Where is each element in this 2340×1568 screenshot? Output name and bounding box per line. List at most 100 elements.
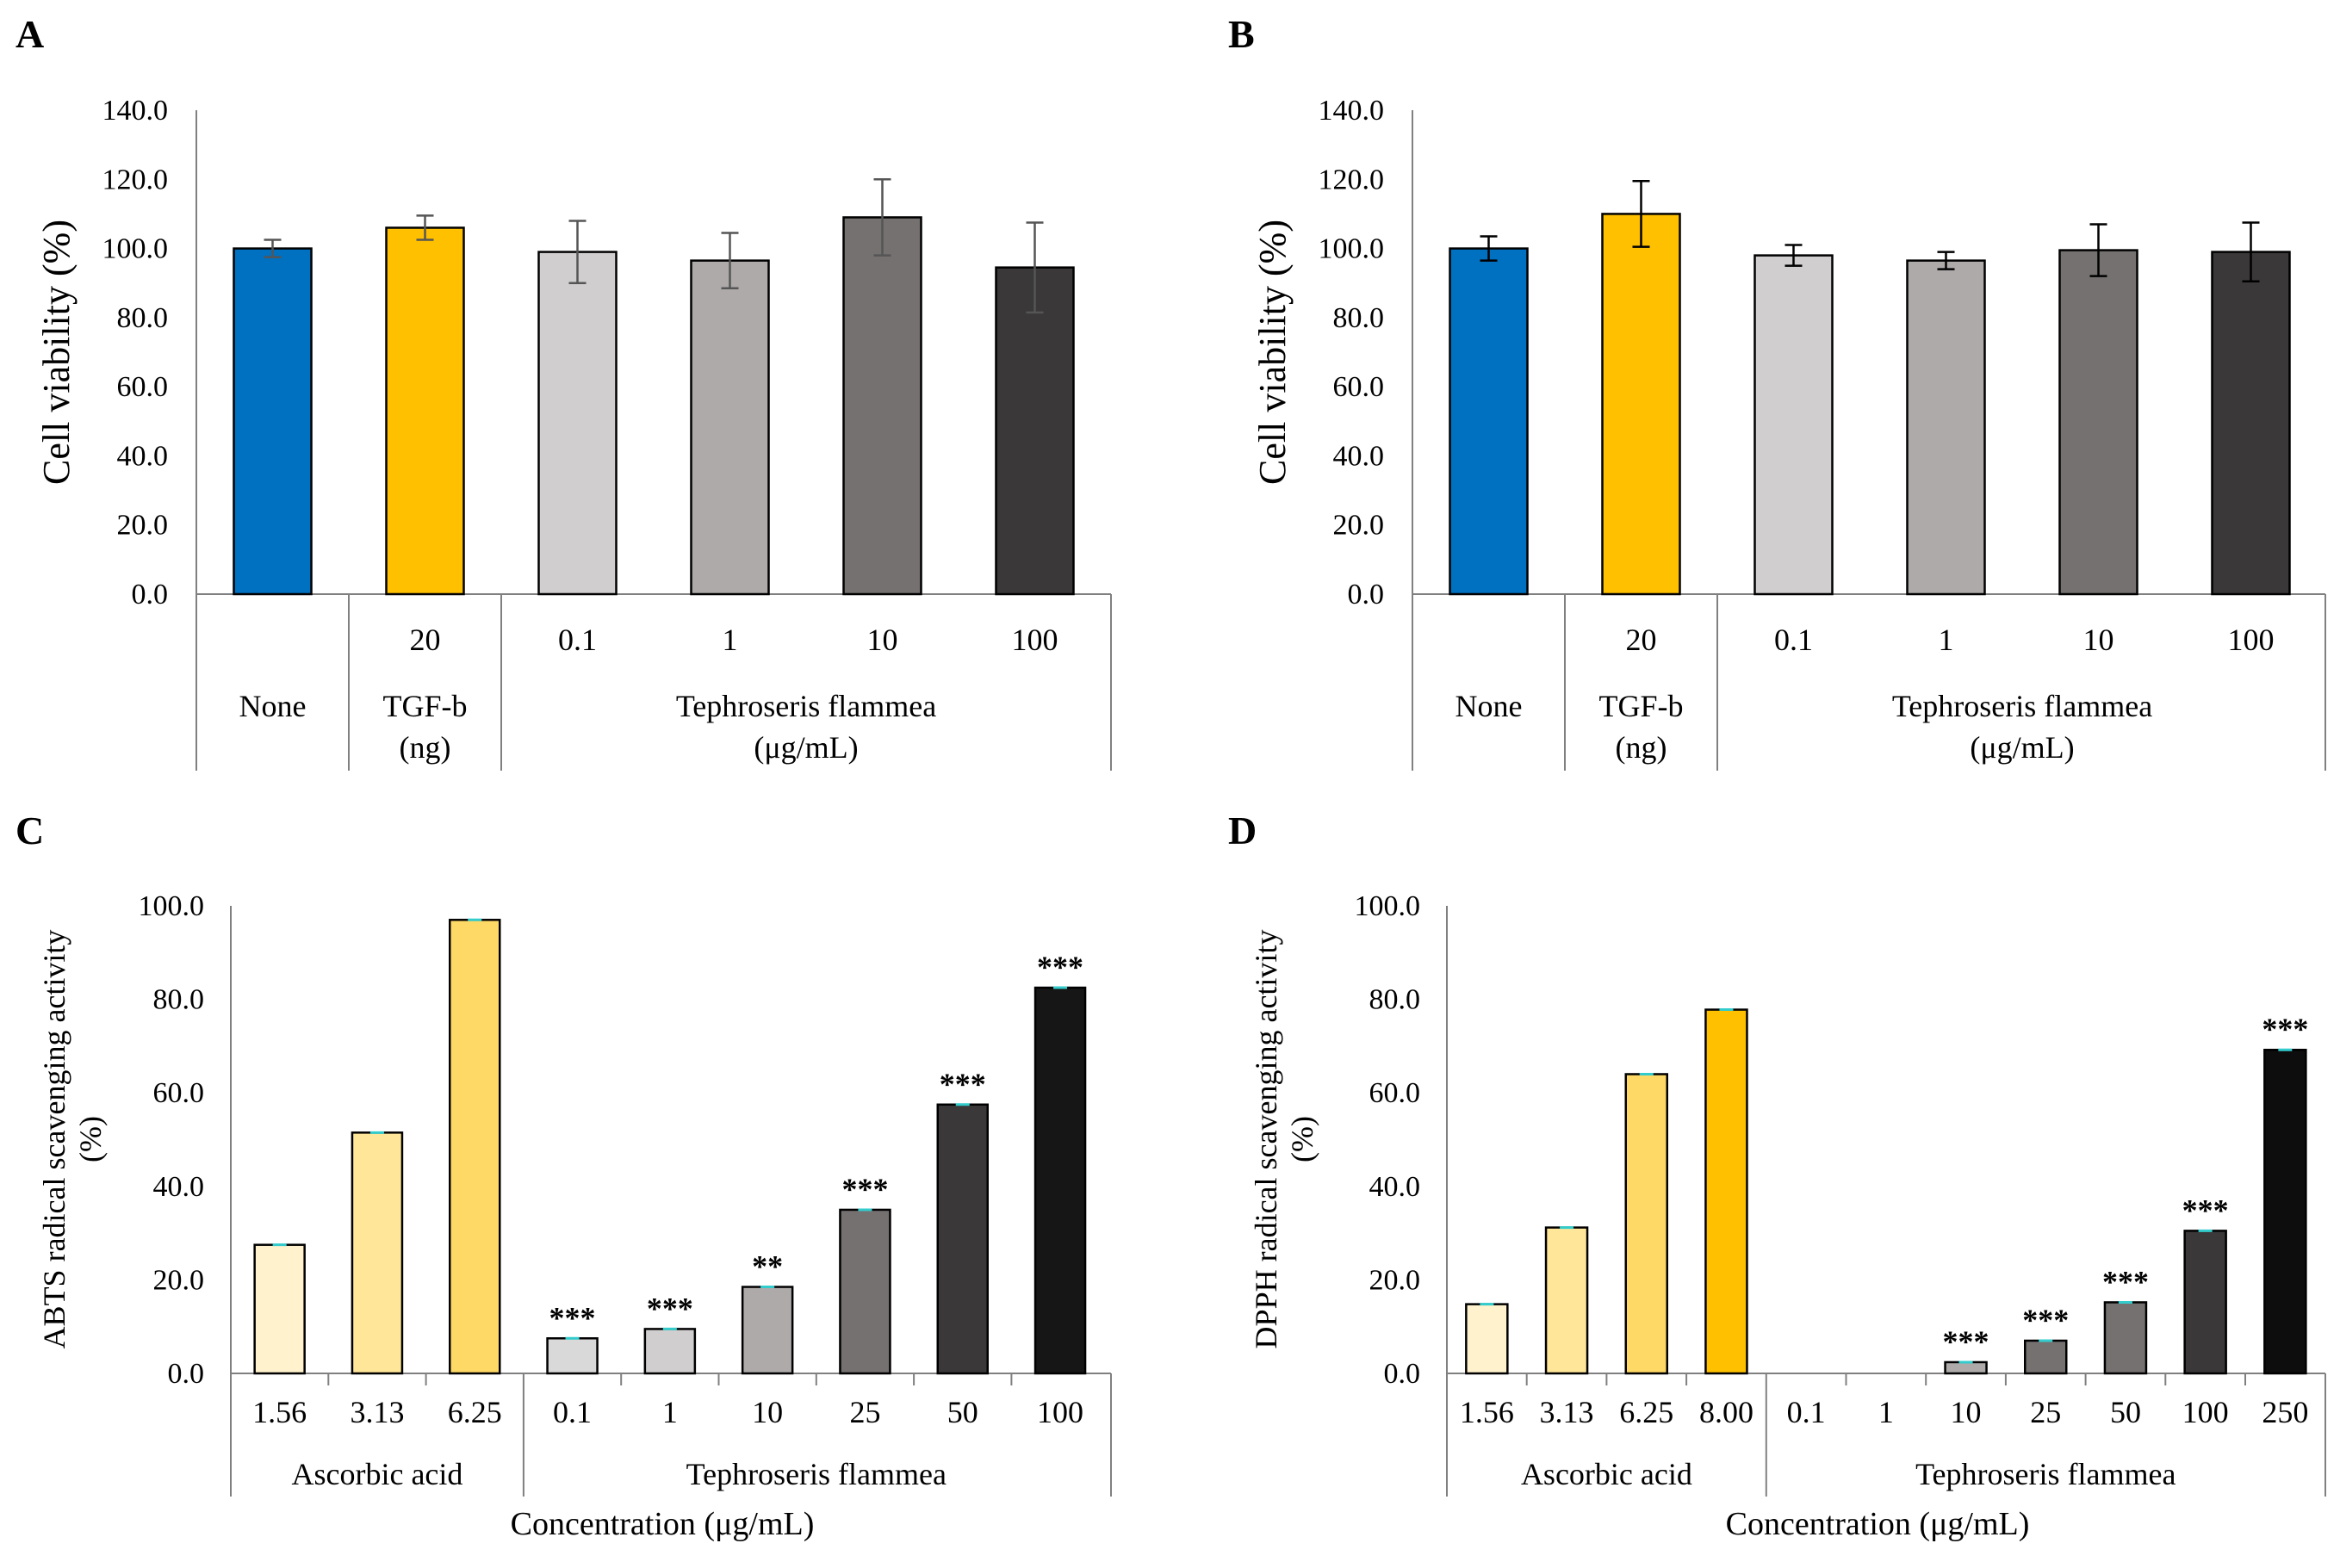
y-tick-label: 140.0 [102, 95, 169, 127]
x-tick-label: 3.13 [1540, 1395, 1594, 1429]
group-label: Tephroseris flammea [676, 689, 936, 723]
group-label: TGF-b [383, 689, 468, 723]
y-axis-label: Cell viability (%) [1251, 220, 1294, 485]
group-label: TGF-b [1599, 689, 1684, 723]
bar [2183, 1230, 2227, 1375]
group-sublabel: (μg/mL) [1970, 730, 2074, 765]
x-tick-label: 25 [849, 1395, 880, 1429]
y-tick-label: 140.0 [1319, 95, 1385, 127]
group-sublabel: (μg/mL) [754, 730, 858, 765]
significance-stars: *** [549, 1300, 596, 1335]
x-tick-label: 1 [1939, 623, 1954, 657]
group-label: Tephroseris flammea [1915, 1457, 2176, 1491]
y-tick-label: 60.0 [153, 1077, 205, 1109]
y-tick-label: 40.0 [1333, 440, 1385, 472]
y-tick-label: 40.0 [153, 1171, 205, 1203]
x-tick-label: 10 [752, 1395, 783, 1429]
significance-stars: *** [2262, 1012, 2308, 1046]
significance-stars: *** [841, 1172, 888, 1206]
bar [1544, 1226, 1589, 1375]
bar [643, 1328, 697, 1375]
x-tick-label: 25 [2030, 1395, 2061, 1429]
x-tick-label: 250 [2262, 1395, 2308, 1429]
x-tick-label: 10 [2083, 623, 2114, 657]
y-tick-label: 80.0 [117, 302, 169, 334]
bar [351, 1131, 404, 1375]
x-tick-label: 8.00 [1699, 1395, 1753, 1429]
group-label: None [1456, 689, 1523, 723]
significance-stars: ** [752, 1249, 783, 1284]
panel-letter: C [16, 809, 44, 852]
panel-a-cell-viability-chart: A 0.0 20.0 40.0 60.0 80.0 100.0 120.0 140.0 Cell … [16, 12, 1112, 771]
y-tick-label: 80.0 [1333, 302, 1385, 334]
y-tick-label: 0.0 [1348, 579, 1385, 610]
y-tick-label: 80.0 [1369, 984, 1421, 1016]
y-tick-label: 20.0 [1369, 1264, 1421, 1296]
x-tick-label: 0.1 [1774, 623, 1813, 657]
x-tick-label: 3.13 [350, 1395, 404, 1429]
x-tick-label: 100 [2182, 1395, 2229, 1429]
significance-stars: *** [1943, 1324, 1989, 1359]
bar [2103, 1301, 2148, 1375]
bar [1601, 213, 1681, 596]
bar [253, 1243, 306, 1375]
y-tick-label: 100.0 [1355, 890, 1421, 922]
x-tick-label: 50 [2110, 1395, 2141, 1429]
y-tick-label: 60.0 [1369, 1077, 1421, 1109]
group-sublabel: (ng) [1616, 730, 1667, 765]
bar [546, 1337, 599, 1375]
y-tick-label: 20.0 [117, 510, 169, 542]
x-axis-label: Concentration (μg/mL) [511, 1506, 815, 1542]
panel-letter: D [1228, 809, 1257, 852]
significance-stars: *** [1037, 950, 1083, 984]
y-tick-label: 20.0 [153, 1264, 205, 1296]
y-tick-label: 20.0 [1333, 510, 1385, 542]
x-tick-label: 10 [867, 623, 898, 657]
bar [1944, 1360, 1988, 1375]
x-tick-label: 1.56 [1460, 1395, 1514, 1429]
y-tick-label: 80.0 [153, 984, 205, 1016]
bar [1465, 1303, 1509, 1375]
y-tick-label: 100.0 [102, 233, 169, 265]
x-tick-label: 100 [1037, 1395, 1083, 1429]
x-tick-label: 1 [723, 623, 738, 657]
x-tick-label: 100 [1012, 623, 1058, 657]
x-axis-label: Concentration (μg/mL) [1726, 1506, 2030, 1542]
x-tick-label: 100 [2228, 623, 2275, 657]
y-tick-label: 0.0 [168, 1358, 205, 1390]
y-tick-label: 60.0 [117, 371, 169, 403]
bar [1753, 254, 1834, 596]
x-tick-label: 1.56 [252, 1395, 307, 1429]
bar [385, 226, 465, 596]
bar [449, 919, 501, 1375]
y-tick-label: 100.0 [139, 890, 205, 922]
x-tick-label: 20 [410, 623, 441, 657]
panel-letter: B [1228, 12, 1255, 56]
y-tick-label: 0.0 [132, 579, 169, 610]
y-axis-label-unit: (%) [73, 1116, 108, 1162]
bar [1033, 986, 1087, 1375]
x-tick-label: 10 [1951, 1395, 1982, 1429]
y-axis-label-unit: (%) [1285, 1116, 1319, 1162]
group-label: None [239, 689, 307, 723]
y-tick-label: 0.0 [1384, 1358, 1421, 1390]
panel-c-abts-scavenging-chart: C 0.0 20.0 40.0 60.0 80.0 100.0 ABTS radical sc… [16, 809, 1112, 1542]
y-tick-label: 60.0 [1333, 371, 1385, 403]
x-tick-label: 0.1 [553, 1395, 592, 1429]
group-label: Tephroseris flammea [686, 1457, 947, 1491]
bar [936, 1103, 989, 1375]
bar [839, 1208, 891, 1375]
y-tick-label: 100.0 [1319, 233, 1385, 265]
x-tick-label: 20 [1626, 623, 1657, 657]
group-label: Tephroseris flammea [1892, 689, 2152, 723]
bar [690, 259, 770, 596]
y-tick-label: 120.0 [102, 164, 169, 195]
y-tick-label: 120.0 [1319, 164, 1385, 195]
x-tick-label: 50 [947, 1395, 978, 1429]
bar [2024, 1339, 2068, 1375]
significance-stars: *** [2182, 1193, 2229, 1227]
bar [842, 216, 922, 596]
group-label: Ascorbic acid [291, 1457, 462, 1491]
x-tick-label: 6.25 [448, 1395, 502, 1429]
